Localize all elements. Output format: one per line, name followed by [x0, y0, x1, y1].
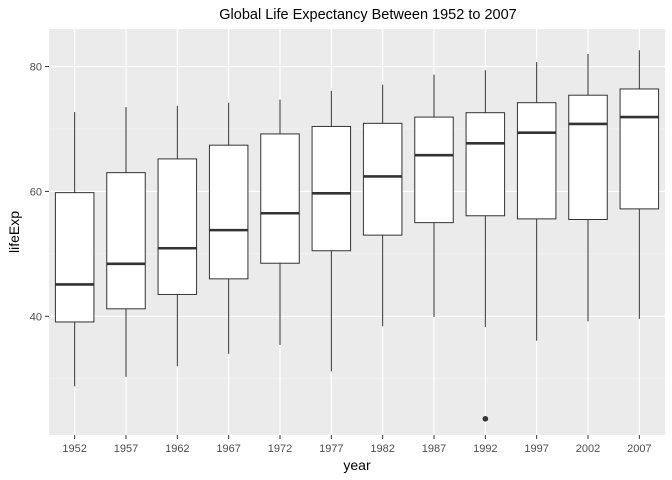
- box-2007: [619, 50, 660, 319]
- y-tick-label: 60: [30, 186, 42, 198]
- x-axis: 1952 1957 1962 1967 1972 1977 1982 1987 1992 1997…: [62, 435, 652, 455]
- y-tick-label: 80: [30, 61, 42, 73]
- box-1967: [208, 102, 249, 354]
- box-1962: [157, 105, 198, 367]
- x-tick-label: 1997: [524, 443, 548, 455]
- box-1972: [260, 99, 300, 346]
- x-tick-label: 1967: [216, 443, 240, 455]
- box-2002: [568, 53, 608, 322]
- y-axis: 40 60 80: [30, 61, 49, 323]
- box-1987: [414, 74, 454, 317]
- x-tick-label: 1972: [268, 443, 292, 455]
- x-tick-label: 2002: [576, 443, 600, 455]
- y-tick-label: 40: [30, 311, 42, 323]
- chart-title: Global Life Expectancy Between 1952 to 2…: [219, 7, 516, 23]
- x-tick-label: 1992: [473, 443, 497, 455]
- outlier-point: [482, 415, 489, 422]
- box-body: [465, 112, 506, 217]
- box-1982: [362, 84, 403, 327]
- x-tick-label: 1987: [422, 443, 446, 455]
- box-body: [311, 125, 352, 252]
- box-body: [260, 133, 300, 264]
- box-body: [208, 144, 249, 280]
- box-1952: [54, 112, 95, 387]
- box-series: [54, 50, 660, 422]
- box-body: [619, 88, 660, 210]
- box-body: [157, 158, 198, 295]
- box-body: [414, 116, 454, 224]
- box-1997: [516, 62, 557, 341]
- x-tick-label: 1962: [165, 443, 189, 455]
- box-body: [54, 192, 95, 323]
- box-1992: [465, 70, 506, 327]
- x-tick-label: 1982: [370, 443, 394, 455]
- box-body: [106, 172, 146, 310]
- x-axis-title: year: [343, 457, 371, 473]
- x-tick-label: 1952: [62, 443, 86, 455]
- box-body: [516, 102, 557, 220]
- y-axis-title: lifeExp: [6, 211, 22, 253]
- x-tick-label: 1977: [319, 443, 343, 455]
- plot-panel: [49, 29, 665, 435]
- box-body: [568, 94, 608, 221]
- x-tick-label: 2007: [627, 443, 651, 455]
- box-1957: [106, 107, 146, 377]
- box-body: [362, 122, 403, 236]
- x-tick-label: 1957: [114, 443, 138, 455]
- box-1977: [311, 90, 352, 372]
